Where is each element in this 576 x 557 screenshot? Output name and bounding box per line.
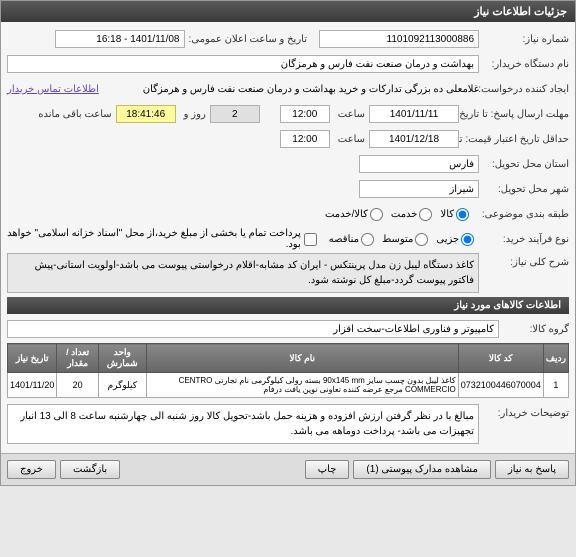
budget-goods-service-option[interactable]: کالا/خدمت	[325, 208, 383, 221]
table-header: کد کالا	[458, 344, 543, 373]
footer-left-group: پاسخ به نیاز مشاهده مدارک پیوستی (1) چاپ	[305, 460, 569, 479]
deadline-time: 12:00	[280, 105, 330, 123]
partial-pay-label: پرداخت تمام یا بخشی از مبلغ خرید،از محل …	[7, 228, 301, 250]
group-value: کامپیوتر و فناوری اطلاعات-سخت افزار	[7, 320, 499, 338]
budget-service-option[interactable]: خدمت	[391, 208, 433, 221]
province-value: فارس	[359, 155, 479, 173]
validity-time: 12:00	[280, 130, 330, 148]
main-key-label: شرح کلی نیاز:	[479, 253, 569, 268]
budget-goods-service-radio[interactable]	[370, 208, 383, 221]
buyer-note-value: مبالغ با در نظر گرفتن ارزش افزوده و هزین…	[7, 404, 479, 444]
main-key-value: کاغذ دستگاه لیبل زن مدل پرینتکس - ایران …	[7, 253, 479, 293]
budget-goods-service-label: کالا/خدمت	[325, 209, 368, 220]
hours-label: ساعت باقی مانده	[34, 109, 111, 120]
buyer-name-label: نام دستگاه خریدار:	[479, 59, 569, 70]
exit-button[interactable]: خروج	[7, 460, 56, 479]
print-button[interactable]: چاپ	[305, 460, 350, 479]
table-header: ردیف	[543, 344, 568, 373]
need-no-label: شماره نیاز:	[479, 34, 569, 45]
table-header: نام کالا	[146, 344, 458, 373]
buy-process-label: نوع فرآیند خرید:	[474, 234, 569, 245]
group-label: گروه کالا:	[499, 324, 569, 335]
buy-formal-label: مناقصه	[329, 234, 359, 245]
province-label: استان محل تحویل:	[479, 159, 569, 170]
buy-medium-radio[interactable]	[415, 233, 428, 246]
validity-date: 1401/12/18	[369, 130, 459, 148]
announce-value: 1401/11/08 - 16:18	[55, 30, 185, 48]
buy-medium-label: متوسط	[382, 234, 413, 245]
table-cell: کیلوگرم	[98, 373, 146, 398]
creator-label: ایجاد کننده درخواست:	[479, 84, 569, 95]
buy-formal-radio[interactable]	[361, 233, 374, 246]
buy-formal-option[interactable]: مناقصه	[329, 233, 374, 246]
table-cell: 1401/11/20	[8, 373, 57, 398]
table-cell: 0732100446070004	[458, 373, 543, 398]
deadline-date: 1401/11/11	[369, 105, 459, 123]
budget-radio-group: کالا خدمت کالا/خدمت	[325, 208, 469, 221]
budget-label: طبقه بندی موضوعی:	[469, 209, 569, 220]
partial-pay-check[interactable]: پرداخت تمام یا بخشی از مبلغ خرید،از محل …	[7, 228, 317, 250]
table-cell: کاغذ لیبل بدون چسب سایز 90x145 mm بسته ر…	[146, 373, 458, 398]
budget-service-radio[interactable]	[419, 208, 432, 221]
table-cell: 20	[57, 373, 99, 398]
deadline-time-label: ساعت	[334, 109, 365, 120]
buy-low-radio[interactable]	[461, 233, 474, 246]
buy-low-label: جزیی	[436, 234, 459, 245]
validity-label: حداقل تاریخ اعتبار قیمت: تا	[459, 134, 569, 145]
table-header: تاریخ نیاز	[8, 344, 57, 373]
budget-service-label: خدمت	[391, 209, 418, 220]
goods-section-header: اطلاعات کالاهای مورد نیاز	[7, 297, 569, 314]
view-docs-button[interactable]: مشاهده مدارک پیوستی (1)	[353, 460, 491, 479]
budget-goods-radio[interactable]	[456, 208, 469, 221]
announce-label: تاریخ و ساعت اعلان عمومی:	[185, 34, 308, 45]
partial-pay-checkbox[interactable]	[304, 233, 317, 246]
buyer-note-label: توضیحات خریدار:	[479, 404, 569, 419]
buy-process-radio-group: جزیی متوسط مناقصه	[329, 233, 474, 246]
buyer-name-value: بهداشت و درمان صنعت نفت فارس و هرمزگان	[7, 55, 479, 73]
validity-time-label: ساعت	[334, 134, 365, 145]
hours-remain: 18:41:46	[116, 105, 176, 123]
back-button[interactable]: بازگشت	[60, 460, 120, 479]
city-label: شهر محل تحویل:	[479, 184, 569, 195]
table-header: تعداد / مقدار	[57, 344, 99, 373]
days-label: روز و	[180, 109, 206, 120]
budget-goods-label: کالا	[440, 209, 454, 220]
city-value: شیراز	[359, 180, 479, 198]
footer-right-group: بازگشت خروج	[7, 460, 120, 479]
panel-body: شماره نیاز: 1101092113000886 تاریخ و ساع…	[1, 22, 575, 453]
table-header: واحد شمارش	[98, 344, 146, 373]
contact-link[interactable]: اطلاعات تماس خریدار	[7, 84, 99, 95]
budget-goods-option[interactable]: کالا	[440, 208, 469, 221]
details-panel: جزئیات اطلاعات نیاز شماره نیاز: 11010921…	[0, 0, 576, 486]
need-no-value: 1101092113000886	[319, 30, 479, 48]
table-row: 10732100446070004کاغذ لیبل بدون چسب سایز…	[8, 373, 569, 398]
footer-bar: پاسخ به نیاز مشاهده مدارک پیوستی (1) چاپ…	[1, 453, 575, 485]
deadline-label: مهلت ارسال پاسخ: تا تاریخ:	[459, 109, 569, 120]
buy-medium-option[interactable]: متوسط	[382, 233, 428, 246]
reply-button[interactable]: پاسخ به نیاز	[495, 460, 569, 479]
panel-title: جزئیات اطلاعات نیاز	[1, 1, 575, 22]
goods-table: ردیفکد کالانام کالاواحد شمارشتعداد / مقد…	[7, 343, 569, 398]
creator-value: غلامعلی ده بزرگی تدارکات و خرید بهداشت و…	[99, 84, 479, 95]
buy-low-option[interactable]: جزیی	[436, 233, 474, 246]
table-cell: 1	[543, 373, 568, 398]
days-remain: 2	[210, 105, 260, 123]
